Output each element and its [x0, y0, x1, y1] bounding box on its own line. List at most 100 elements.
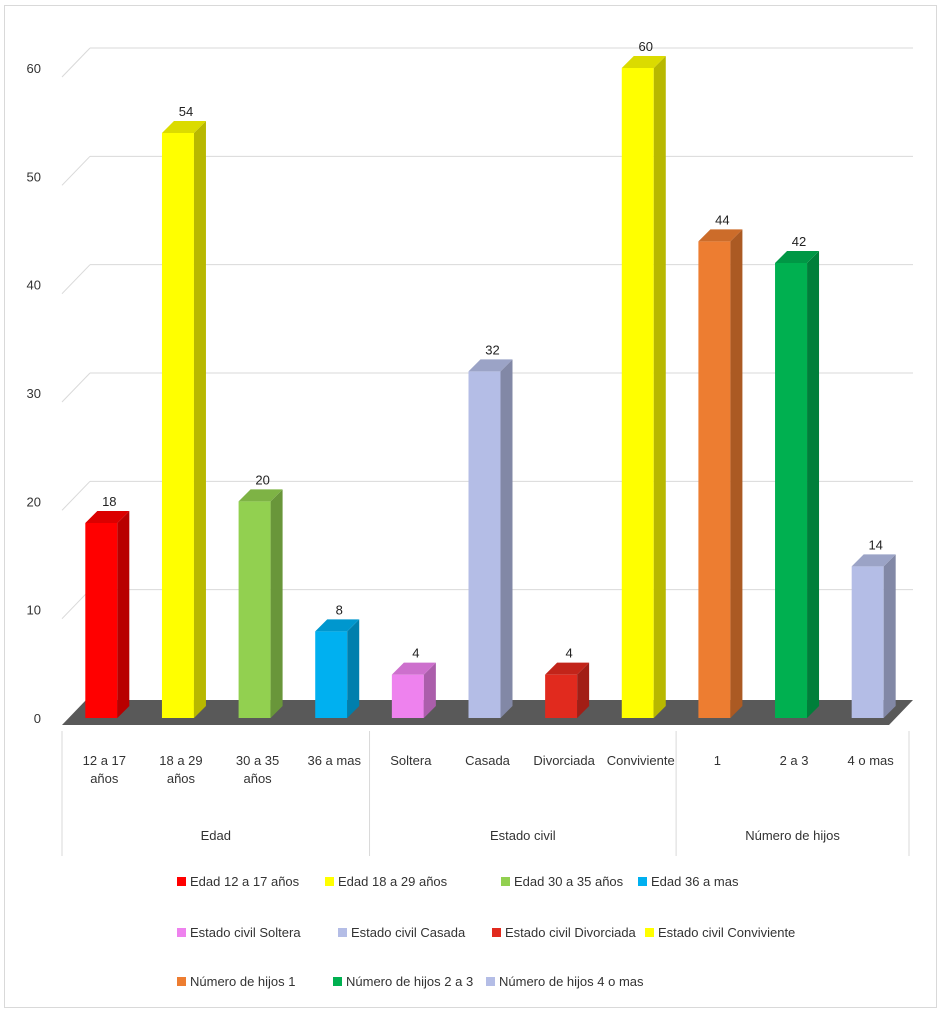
bar-side: [193, 121, 206, 718]
y-tick-label: 50: [27, 169, 41, 184]
bar-front: [161, 133, 194, 718]
bar-front: [851, 566, 884, 718]
bar-front: [85, 523, 118, 718]
bar: [698, 229, 743, 719]
x-category-label: 18 a 29 años: [159, 753, 202, 786]
legend-swatch: [177, 928, 186, 937]
bar-top: [85, 511, 130, 523]
bar-top: [621, 56, 666, 68]
legend-item: Número de hijos 4 o mas: [486, 974, 644, 989]
legend-swatch: [177, 977, 186, 986]
bar-side: [117, 511, 130, 718]
legend-item: Estado civil Soltera: [177, 925, 301, 940]
bar: [621, 56, 666, 718]
legend-swatch: [333, 977, 342, 986]
bar-front: [238, 501, 271, 718]
bar-side: [807, 251, 820, 718]
bar-side: [270, 489, 283, 718]
data-label: 14: [868, 537, 882, 552]
data-label: 32: [485, 342, 499, 357]
x-category-label: Divorciada: [533, 753, 595, 768]
legend-item: Estado civil Conviviente: [645, 925, 795, 940]
y-axis: 0 10 20 30 40 50 60: [27, 61, 41, 726]
legend-label: Estado civil Soltera: [190, 925, 301, 940]
x-category-label: 12 a 17 años: [83, 753, 126, 786]
legend-label: Número de hijos 4 o mas: [499, 974, 644, 989]
data-label: 54: [179, 104, 193, 119]
bar-front: [775, 263, 808, 718]
data-label: 4: [566, 646, 573, 661]
bar-top: [315, 619, 360, 632]
bar-front: [621, 68, 654, 718]
bar: [468, 359, 513, 718]
x-axis: 12 a 17 años 18 a 29 años 30 a 35 años 36 a ma…: [61, 731, 910, 856]
y-tick-label: 40: [27, 278, 41, 293]
legend-item: Estado civil Divorciada: [492, 925, 636, 940]
legend-swatch: [645, 928, 654, 937]
bar: [161, 121, 206, 718]
x-category-label: 2 a 3: [780, 753, 809, 768]
x-group-label: Estado civil: [490, 828, 556, 843]
gridline-diagonal: [61, 372, 91, 403]
bar-top: [238, 489, 283, 502]
bar-side: [883, 554, 896, 718]
legend-item: Edad 12 a 17 años: [177, 874, 299, 889]
legend-swatch: [492, 928, 501, 937]
bar: [545, 662, 590, 718]
y-tick-label: 60: [27, 61, 41, 76]
gridline-diagonal: [61, 155, 91, 186]
x-group-label: Edad: [201, 828, 231, 843]
bar: [851, 554, 896, 718]
bar: [315, 619, 360, 718]
bar-side: [347, 619, 360, 718]
y-tick-label: 0: [34, 711, 41, 726]
y-tick-label: 10: [27, 603, 41, 618]
legend-swatch: [638, 877, 647, 886]
bar-top: [391, 662, 436, 675]
legend-label: Estado civil Divorciada: [505, 925, 636, 940]
bar-front: [315, 631, 348, 718]
bar-top: [161, 121, 206, 133]
legend-swatch: [177, 877, 186, 886]
legend-swatch: [325, 877, 334, 886]
bar-top: [698, 229, 743, 242]
x-group-label: Número de hijos: [745, 828, 840, 843]
x-category-label: Conviviente: [607, 753, 675, 768]
legend-item: Estado civil Casada: [338, 925, 465, 940]
bar-chart: 0 10 20 30 40 50 60 18 54 20 8 4 32 4 60 44 42 14 12 a 1…: [27, 39, 913, 856]
x-category-label: 36 a mas: [307, 753, 361, 768]
bar: [85, 511, 130, 718]
gridline-diagonal: [61, 264, 91, 295]
data-label: 44: [715, 212, 729, 227]
bar: [238, 489, 283, 718]
y-tick-label: 20: [27, 494, 41, 509]
data-label: 18: [102, 494, 116, 509]
bar-top: [851, 554, 896, 567]
data-label: 8: [336, 602, 343, 617]
bars: [85, 56, 896, 719]
data-labels: 18 54 20 8 4 32 4 60 44 42 14: [102, 39, 883, 661]
data-label: 4: [412, 646, 419, 661]
legend-label: Estado civil Conviviente: [658, 925, 796, 940]
data-label: 60: [639, 39, 653, 54]
bar-side: [577, 662, 590, 718]
gridline-diagonal: [61, 480, 91, 511]
legend-label: Estado civil Casada: [351, 925, 466, 940]
legend-swatch: [338, 928, 347, 937]
legend-label: Número de hijos 2 a 3: [346, 974, 474, 989]
x-category-label: 1: [714, 753, 721, 768]
bar-side: [653, 56, 666, 718]
y-tick-label: 30: [27, 386, 41, 401]
bar-side: [730, 229, 743, 719]
x-category-label: Soltera: [390, 753, 432, 768]
bar-front: [391, 674, 424, 718]
legend-label: Edad 12 a 17 años: [190, 874, 300, 889]
bar-front: [468, 371, 501, 718]
x-category-label: 4 o mas: [848, 753, 895, 768]
legend-label: Edad 18 a 29 años: [338, 874, 448, 889]
bar-side: [423, 662, 436, 718]
data-label: 20: [255, 472, 269, 487]
gridline-diagonal: [61, 47, 91, 78]
bar: [391, 662, 436, 718]
legend-label: Edad 36 a mas: [651, 874, 739, 889]
